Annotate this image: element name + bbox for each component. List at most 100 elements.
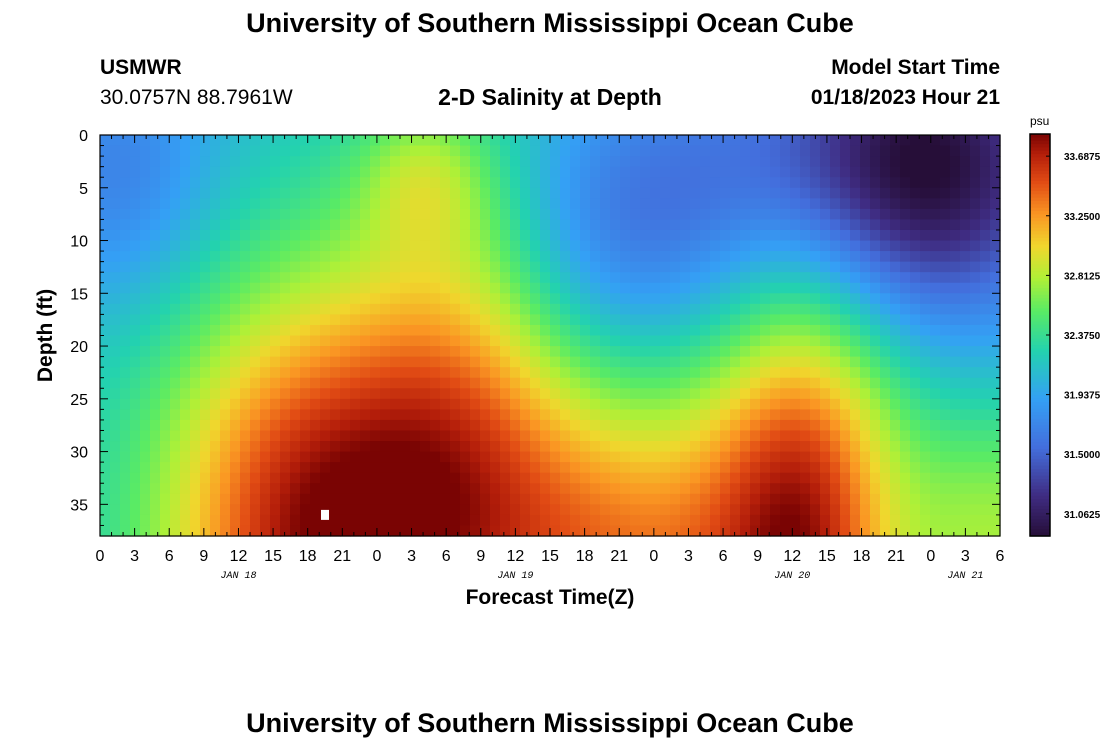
heatmap-cell	[730, 493, 741, 505]
heatmap-cell	[600, 493, 611, 505]
heatmap-cell	[850, 187, 861, 199]
heatmap-cell	[750, 367, 761, 379]
heatmap-cell	[950, 166, 961, 178]
heatmap-cell	[490, 156, 501, 168]
heatmap-cell	[820, 504, 831, 516]
heatmap-cell	[840, 208, 851, 221]
heatmap-cell	[330, 441, 341, 453]
heatmap-cell	[470, 409, 481, 421]
heatmap-cell	[350, 219, 361, 231]
heatmap-cell	[600, 303, 611, 315]
heatmap-cell	[570, 409, 581, 421]
heatmap-cell	[300, 303, 311, 315]
heatmap-cell	[700, 166, 711, 178]
heatmap-cell	[570, 451, 581, 463]
heatmap-cell	[670, 493, 681, 505]
heatmap-cell	[970, 198, 981, 210]
model-start-value: 01/18/2023 Hour 21	[810, 86, 1000, 109]
heatmap-cell	[730, 398, 741, 410]
heatmap-cell	[330, 135, 341, 147]
heatmap-cell	[510, 388, 521, 400]
heatmap-cell	[770, 493, 781, 505]
heatmap-cell	[210, 261, 221, 273]
heatmap-cell	[180, 135, 191, 147]
heatmap-cell	[770, 219, 781, 231]
heatmap-cell	[950, 261, 961, 273]
heatmap-cell	[610, 251, 621, 263]
heatmap-cell	[470, 293, 481, 305]
heatmap-cell	[640, 504, 651, 516]
heatmap-cell	[420, 261, 431, 273]
heatmap-cell	[440, 229, 451, 242]
heatmap-cell	[100, 240, 111, 252]
heatmap-cell	[790, 272, 801, 284]
heatmap-cell	[940, 293, 951, 305]
heatmap-cell	[260, 346, 271, 358]
heatmap-cell	[130, 177, 141, 189]
heatmap-cell	[580, 367, 591, 379]
heatmap-cell	[430, 377, 441, 389]
heatmap-cell	[550, 346, 561, 358]
heatmap-cell	[850, 324, 861, 337]
heatmap-cell	[210, 409, 221, 421]
heatmap-cell	[870, 356, 881, 368]
heatmap-cell	[170, 472, 181, 484]
heatmap-cell	[690, 261, 701, 273]
heatmap-cell	[200, 493, 211, 505]
heatmap-cell	[690, 229, 701, 242]
heatmap-cell	[710, 229, 721, 242]
heatmap-cell	[880, 166, 891, 178]
heatmap-cell	[100, 261, 111, 273]
heatmap-cell	[860, 166, 871, 178]
heatmap-cell	[260, 293, 271, 305]
heatmap-cell	[680, 251, 691, 263]
heatmap-cell	[700, 462, 711, 474]
heatmap-cell	[160, 187, 171, 199]
heatmap-cell	[480, 166, 491, 178]
heatmap-cell	[690, 430, 701, 442]
colorbar-tick-label: 33.6875	[1064, 152, 1100, 163]
heatmap-cell	[220, 388, 231, 400]
heatmap-cell	[250, 272, 261, 284]
heatmap-cell	[930, 504, 941, 516]
x-tick-label: 3	[684, 548, 693, 565]
heatmap-cell	[530, 388, 541, 400]
heatmap-cell	[980, 483, 991, 495]
heatmap-cell	[260, 282, 271, 294]
heatmap-cell	[160, 451, 171, 463]
heatmap-cell	[480, 272, 491, 284]
heatmap-cell	[520, 335, 531, 347]
heatmap-cell	[530, 156, 541, 168]
heatmap-cell	[660, 419, 671, 432]
heatmap-cell	[440, 335, 451, 347]
heatmap-cell	[200, 462, 211, 474]
heatmap-cell	[460, 208, 471, 221]
heatmap-cell	[720, 272, 731, 284]
heatmap-cell	[570, 145, 581, 157]
heatmap-cell	[790, 367, 801, 379]
heatmap-cell	[220, 314, 231, 326]
heatmap-cell	[260, 419, 271, 432]
heatmap-cell	[650, 377, 661, 389]
heatmap-cell	[640, 177, 651, 189]
heatmap-cell	[630, 293, 641, 305]
heatmap-cell	[150, 419, 161, 432]
heatmap-cell	[490, 335, 501, 347]
heatmap-cell	[610, 135, 621, 147]
heatmap-cell	[270, 493, 281, 505]
heatmap-cell	[800, 208, 811, 221]
heatmap-cell	[900, 261, 911, 273]
heatmap-cell	[550, 409, 561, 421]
heatmap-cell	[160, 219, 171, 231]
heatmap-cell	[960, 504, 971, 516]
heatmap-cell	[140, 198, 151, 210]
x-tick-label: 6	[442, 548, 451, 565]
heatmap-cell	[920, 462, 931, 474]
colorbar-segment	[1030, 314, 1050, 319]
heatmap-cell	[940, 388, 951, 400]
heatmap-cell	[800, 483, 811, 495]
heatmap-cell	[750, 430, 761, 442]
heatmap-cell	[170, 430, 181, 442]
heatmap-cell	[840, 282, 851, 294]
heatmap-cell	[370, 145, 381, 157]
